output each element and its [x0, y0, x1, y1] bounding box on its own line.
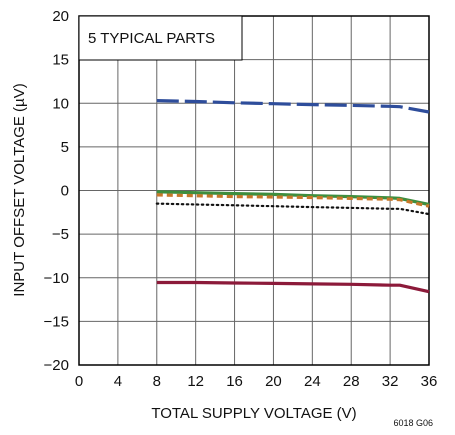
series-line-3: [156, 193, 430, 208]
x-tick-label: 4: [114, 373, 122, 390]
y-tick-label: −5: [52, 226, 69, 243]
x-tick-labels: 0 4 8 12 16 20 24 28 32 36: [75, 373, 438, 390]
y-axis-title: INPUT OFFSET VOLTAGE (µV): [11, 83, 28, 296]
y-tick-label: 5: [61, 139, 69, 156]
y-tick-label: 0: [61, 183, 69, 200]
x-tick-label: 36: [421, 373, 438, 390]
annotation-box: [78, 15, 243, 61]
x-axis-title: TOTAL SUPPLY VOLTAGE (V): [151, 405, 356, 422]
annotation-label: 5 TYPICAL PARTS: [88, 30, 215, 47]
figure-id: 6018 G06: [393, 418, 433, 428]
y-tick-label: 10: [52, 95, 69, 112]
x-tick-label: 12: [187, 373, 204, 390]
x-tick-label: 8: [153, 373, 161, 390]
series-group: [155, 99, 431, 294]
x-tick-label: 16: [226, 373, 243, 390]
x-tick-label: 0: [75, 373, 83, 390]
series-line-5: [156, 280, 430, 294]
y-tick-label: −10: [44, 270, 69, 287]
series-line-1: [156, 99, 430, 114]
x-tick-label: 28: [343, 373, 360, 390]
grid: [79, 16, 429, 365]
y-tick-label: 20: [52, 8, 69, 25]
y-tick-label: 15: [52, 52, 69, 69]
y-tick-labels: 20 15 10 5 0 −5 −10 −15 −20: [44, 8, 69, 374]
x-tick-label: 32: [382, 373, 399, 390]
y-tick-label: −15: [44, 313, 69, 330]
x-tick-label: 24: [304, 373, 321, 390]
plot-frame: [78, 15, 430, 366]
series-line-2: [156, 190, 430, 207]
series-line-4: [155, 202, 431, 216]
y-tick-label: −20: [44, 357, 69, 374]
x-tick-label: 20: [265, 373, 282, 390]
